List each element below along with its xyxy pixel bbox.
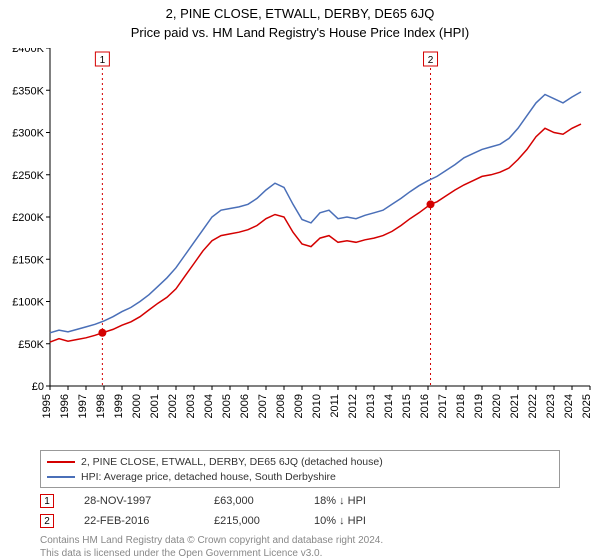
sale-row-2: 2 22-FEB-2016 £215,000 10% ↓ HPI (40, 514, 414, 528)
legend-item: HPI: Average price, detached house, Sout… (47, 469, 553, 484)
svg-text:£300K: £300K (12, 128, 44, 140)
sale-date-2: 22-FEB-2016 (84, 515, 184, 527)
svg-text:£100K: £100K (12, 297, 44, 309)
svg-text:£400K: £400K (12, 48, 44, 55)
svg-text:2013: 2013 (365, 394, 377, 418)
sale-pct-1: 18% ↓ HPI (314, 495, 414, 507)
svg-text:1: 1 (100, 55, 106, 66)
svg-text:£200K: £200K (12, 212, 44, 224)
svg-text:2003: 2003 (185, 394, 197, 418)
svg-text:2004: 2004 (203, 394, 215, 418)
footer-line-2: This data is licensed under the Open Gov… (40, 547, 383, 560)
svg-text:1996: 1996 (59, 394, 71, 418)
chart-subtitle: Price paid vs. HM Land Registry's House … (0, 21, 600, 48)
svg-text:2023: 2023 (545, 394, 557, 418)
sale-row-1: 1 28-NOV-1997 £63,000 18% ↓ HPI (40, 494, 414, 508)
svg-text:1997: 1997 (77, 394, 89, 418)
svg-text:2001: 2001 (149, 394, 161, 418)
svg-text:2020: 2020 (491, 394, 503, 418)
svg-text:2008: 2008 (275, 394, 287, 418)
footer-attribution: Contains HM Land Registry data © Crown c… (40, 534, 383, 560)
svg-text:2022: 2022 (527, 394, 539, 418)
chart-title: 2, PINE CLOSE, ETWALL, DERBY, DE65 6JQ (0, 0, 600, 21)
svg-text:2014: 2014 (383, 394, 395, 418)
sale-price-2: £215,000 (214, 515, 284, 527)
svg-text:2002: 2002 (167, 394, 179, 418)
sale-pct-2: 10% ↓ HPI (314, 515, 414, 527)
legend-swatch (47, 476, 75, 478)
svg-text:1998: 1998 (95, 394, 107, 418)
legend-item: 2, PINE CLOSE, ETWALL, DERBY, DE65 6JQ (… (47, 454, 553, 469)
sale-marker-1: 1 (40, 494, 54, 508)
svg-text:2025: 2025 (581, 394, 593, 418)
svg-text:1995: 1995 (41, 394, 53, 418)
chart-area: £0 £50K £100K £150K £200K £250K £300K £350K £400… (0, 48, 600, 448)
sale-date-1: 28-NOV-1997 (84, 495, 184, 507)
svg-text:2019: 2019 (473, 394, 485, 418)
svg-text:£350K: £350K (12, 85, 44, 97)
svg-text:2015: 2015 (401, 394, 413, 418)
svg-text:2021: 2021 (509, 394, 521, 418)
svg-text:£0: £0 (32, 381, 44, 393)
legend-label: 2, PINE CLOSE, ETWALL, DERBY, DE65 6JQ (… (81, 456, 383, 468)
sale-marker-2: 2 (40, 514, 54, 528)
svg-text:£150K: £150K (12, 254, 44, 266)
svg-text:2017: 2017 (437, 394, 449, 418)
line-chart: £0 £50K £100K £150K £200K £250K £300K £350K £400… (0, 48, 600, 448)
svg-text:1999: 1999 (113, 394, 125, 418)
svg-text:2010: 2010 (311, 394, 323, 418)
svg-text:2000: 2000 (131, 394, 143, 418)
sale-price-1: £63,000 (214, 495, 284, 507)
svg-text:2016: 2016 (419, 394, 431, 418)
footer-line-1: Contains HM Land Registry data © Crown c… (40, 534, 383, 547)
legend-label: HPI: Average price, detached house, Sout… (81, 471, 336, 483)
svg-text:£50K: £50K (18, 339, 44, 351)
svg-text:2012: 2012 (347, 394, 359, 418)
svg-text:2006: 2006 (239, 394, 251, 418)
svg-text:2007: 2007 (257, 394, 269, 418)
svg-text:2024: 2024 (563, 394, 575, 418)
legend: 2, PINE CLOSE, ETWALL, DERBY, DE65 6JQ (… (40, 450, 560, 488)
svg-text:2011: 2011 (329, 394, 341, 418)
svg-text:2005: 2005 (221, 394, 233, 418)
svg-text:2: 2 (428, 55, 434, 66)
legend-swatch (47, 461, 75, 463)
svg-text:2018: 2018 (455, 394, 467, 418)
svg-text:£250K: £250K (12, 170, 44, 182)
svg-text:2009: 2009 (293, 394, 305, 418)
